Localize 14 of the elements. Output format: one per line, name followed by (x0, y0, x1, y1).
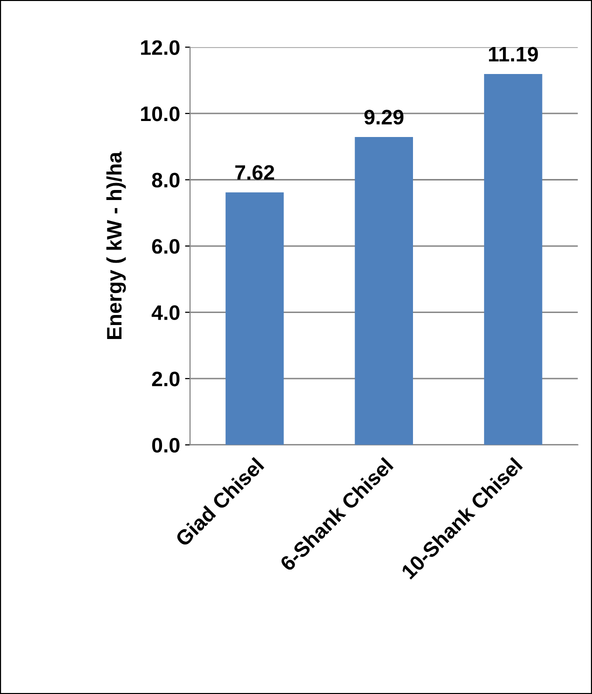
y-tick-label: 6.0 (152, 239, 180, 254)
y-tick-label: 4.0 (152, 305, 180, 320)
y-tick-label: 10.0 (141, 106, 180, 122)
y-tick-label: 0.0 (152, 438, 180, 453)
y-tick-label: 12.0 (141, 40, 180, 55)
bar (226, 192, 284, 445)
bar (484, 74, 542, 445)
data-label: 11.19 (488, 46, 538, 62)
y-tick-label: 2.0 (152, 372, 180, 386)
y-tick-label: 8.0 (152, 172, 180, 188)
data-label: 9.29 (364, 110, 404, 125)
data-label: 7.62 (235, 165, 274, 180)
bar (354, 136, 413, 445)
y-axis-title: Energy ( kW - h)/ha (106, 152, 126, 339)
